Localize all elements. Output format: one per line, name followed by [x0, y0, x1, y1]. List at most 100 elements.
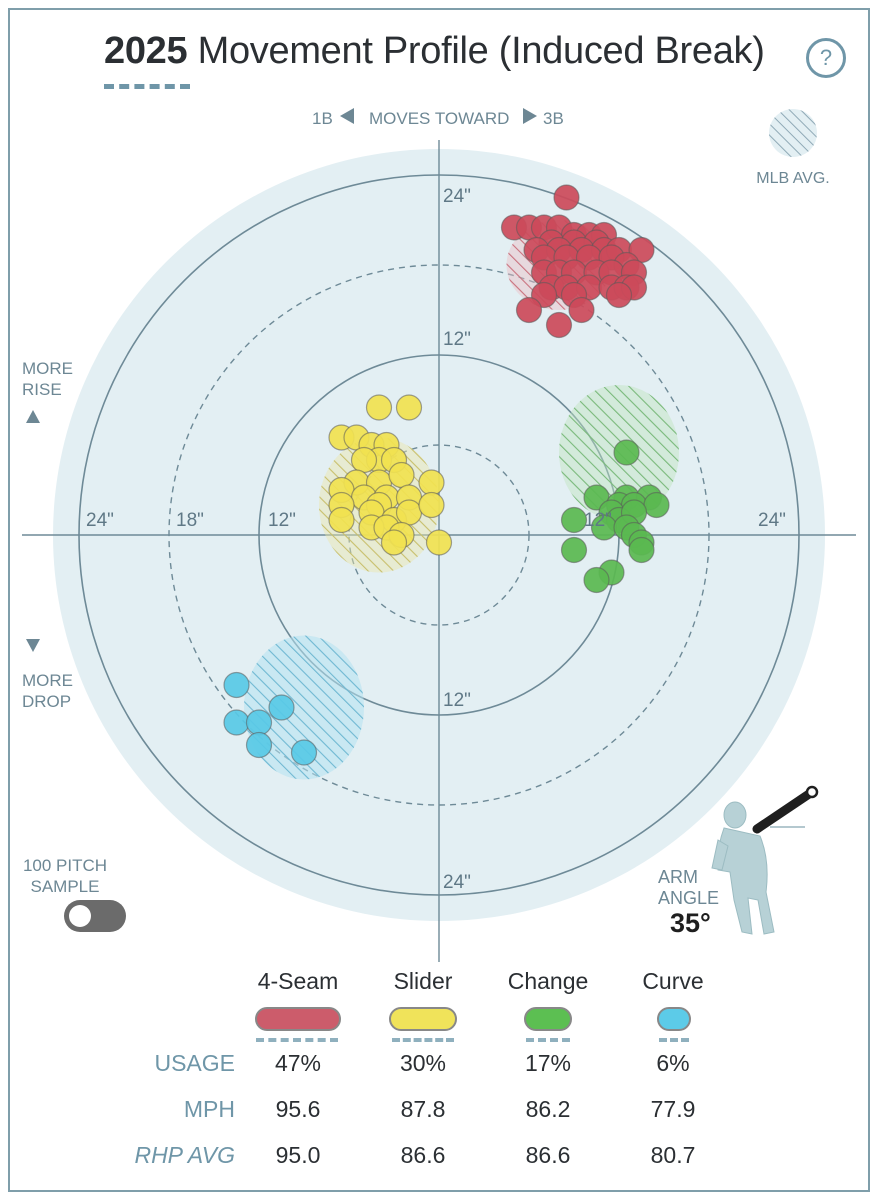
- tick-right-24: 24": [758, 510, 786, 531]
- mph-curve: 77.9: [650, 1096, 696, 1122]
- drop-arrow-icon: [26, 639, 40, 652]
- legend-name-change: Change: [507, 968, 589, 994]
- row-label-rhp-avg: RHP AVG: [134, 1142, 235, 1168]
- pitch-point-slider-21[interactable]: [395, 499, 423, 526]
- legend-name-4seam: 4-Seam: [257, 968, 339, 994]
- pitch-point-change-10[interactable]: [560, 506, 588, 534]
- pitch-point-curve-0[interactable]: [223, 671, 250, 699]
- usage-4seam: 47%: [274, 1050, 322, 1076]
- arm-angle-value: 35°: [670, 908, 711, 938]
- legend-dash-4seam: [256, 1038, 338, 1042]
- pitch-point-change-18[interactable]: [583, 566, 610, 594]
- pitch-sample-toggle[interactable]: [64, 900, 126, 932]
- pitch-point-slider-23[interactable]: [328, 506, 355, 534]
- pitch-point-slider-11[interactable]: [388, 461, 415, 489]
- tick-right-12: 12": [584, 510, 612, 531]
- tick-left-24: 24": [86, 510, 114, 531]
- pitch-point-slider-16[interactable]: [418, 469, 445, 496]
- pitch-point-4seam-37[interactable]: [515, 296, 543, 324]
- chart-title: 2025 Movement Profile (Induced Break): [104, 30, 765, 73]
- title-underline: [104, 84, 190, 89]
- tick-left-18: 18": [176, 510, 204, 531]
- tick-top-24: 24": [443, 186, 471, 207]
- mlb-avg-label: MLB AVG.: [756, 170, 830, 187]
- more-rise-line2: RISE: [22, 380, 62, 399]
- mph-4seam: 95.6: [275, 1096, 321, 1122]
- usage-change: 17%: [524, 1050, 572, 1076]
- more-drop-line2: DROP: [22, 692, 72, 711]
- arrow-right-icon: [523, 108, 537, 124]
- more-rise-line1: MORE: [22, 359, 73, 378]
- legend-swatch-change[interactable]: [524, 1007, 572, 1031]
- pitch-sample-label: 100 PITCH SAMPLE: [20, 855, 110, 897]
- help-button[interactable]: ?: [806, 38, 846, 78]
- pitch-point-curve-4[interactable]: [245, 731, 273, 759]
- pitch-point-curve-2[interactable]: [223, 709, 250, 736]
- row-label-usage: USAGE: [154, 1050, 235, 1076]
- more-drop-line1: MORE: [22, 671, 73, 690]
- pitch-point-curve-5[interactable]: [290, 739, 318, 766]
- pitch-point-change-15[interactable]: [628, 536, 655, 564]
- legend-swatch-slider[interactable]: [389, 1007, 457, 1031]
- pitch-point-change-16[interactable]: [560, 536, 588, 564]
- legend-dash-change: [526, 1038, 570, 1042]
- rhp-avg-change: 86.6: [525, 1142, 571, 1168]
- pitch-point-change-0[interactable]: [613, 439, 640, 466]
- card-frame: [8, 8, 870, 1192]
- pitcher-figure-icon: [711, 801, 775, 935]
- pitch-point-slider-27[interactable]: [380, 529, 408, 556]
- title-text: Movement Profile (Induced Break): [187, 30, 765, 72]
- row-label-mph: MPH: [183, 1096, 235, 1122]
- mlb-avg-icon-hatch: [769, 109, 817, 157]
- toggle-knob: [69, 905, 91, 927]
- pitch-point-slider-28[interactable]: [425, 529, 453, 556]
- pitch-point-slider-7[interactable]: [350, 446, 378, 474]
- pitch-point-slider-1[interactable]: [395, 394, 423, 421]
- more-rise-label: MORE RISE: [22, 358, 73, 400]
- pitch-point-curve-3[interactable]: [245, 709, 273, 736]
- pitch-point-4seam-39[interactable]: [545, 311, 573, 339]
- arm-angle-ball: [805, 785, 819, 799]
- axis-label-1b: 1B: [312, 109, 333, 128]
- arm-angle-line: [752, 787, 817, 834]
- rise-arrow-icon: [26, 410, 40, 423]
- legend-dash-slider: [392, 1038, 454, 1042]
- axis-label-3b: 3B: [543, 109, 564, 128]
- legend-swatch-curve[interactable]: [657, 1007, 691, 1031]
- title-year: 2025: [104, 30, 188, 72]
- rhp-avg-curve: 80.7: [650, 1142, 696, 1168]
- pitch-point-4seam-36[interactable]: [605, 281, 633, 309]
- pitch-point-slider-0[interactable]: [365, 394, 393, 421]
- pitch-point-4seam-38[interactable]: [568, 296, 595, 324]
- pitch-point-4seam-0[interactable]: [553, 184, 580, 211]
- tick-left-12: 12": [268, 510, 296, 531]
- pitch-point-slider-22[interactable]: [418, 491, 445, 519]
- legend-name-slider: Slider: [393, 968, 453, 994]
- mlb-avg-zone-hatch-curve: [244, 635, 364, 780]
- tick-top-12: 12": [443, 329, 471, 350]
- rhp-avg-4seam: 95.0: [275, 1142, 321, 1168]
- mph-change: 86.2: [525, 1096, 571, 1122]
- mph-slider: 87.8: [400, 1096, 446, 1122]
- more-drop-label: MORE DROP: [22, 670, 73, 712]
- arm-angle-line1: ARM: [658, 867, 698, 887]
- arm-angle-line2: ANGLE: [658, 888, 720, 908]
- arm-angle-label: ARM ANGLE: [658, 867, 719, 909]
- title-block: 2025 Movement Profile (Induced Break): [104, 30, 765, 90]
- pitch-sample-line1: 100 PITCH: [22, 856, 108, 875]
- pitch-points: [223, 184, 670, 766]
- tick-bottom-24: 24": [443, 872, 471, 893]
- rhp-avg-slider: 86.6: [400, 1142, 446, 1168]
- pitch-point-curve-1[interactable]: [268, 694, 295, 721]
- arrow-left-icon: [340, 108, 354, 124]
- axis-label-moves-toward: MOVES TOWARD: [369, 109, 509, 128]
- tick-bottom-12: 12": [443, 690, 471, 711]
- usage-curve: 6%: [656, 1050, 690, 1076]
- legend-dash-curve: [659, 1038, 689, 1042]
- pitch-sample-line2: SAMPLE: [30, 877, 100, 896]
- legend-name-curve: Curve: [642, 968, 704, 994]
- legend-swatch-4seam[interactable]: [255, 1007, 341, 1031]
- usage-slider: 30%: [399, 1050, 447, 1076]
- pitch-point-change-6[interactable]: [643, 491, 670, 519]
